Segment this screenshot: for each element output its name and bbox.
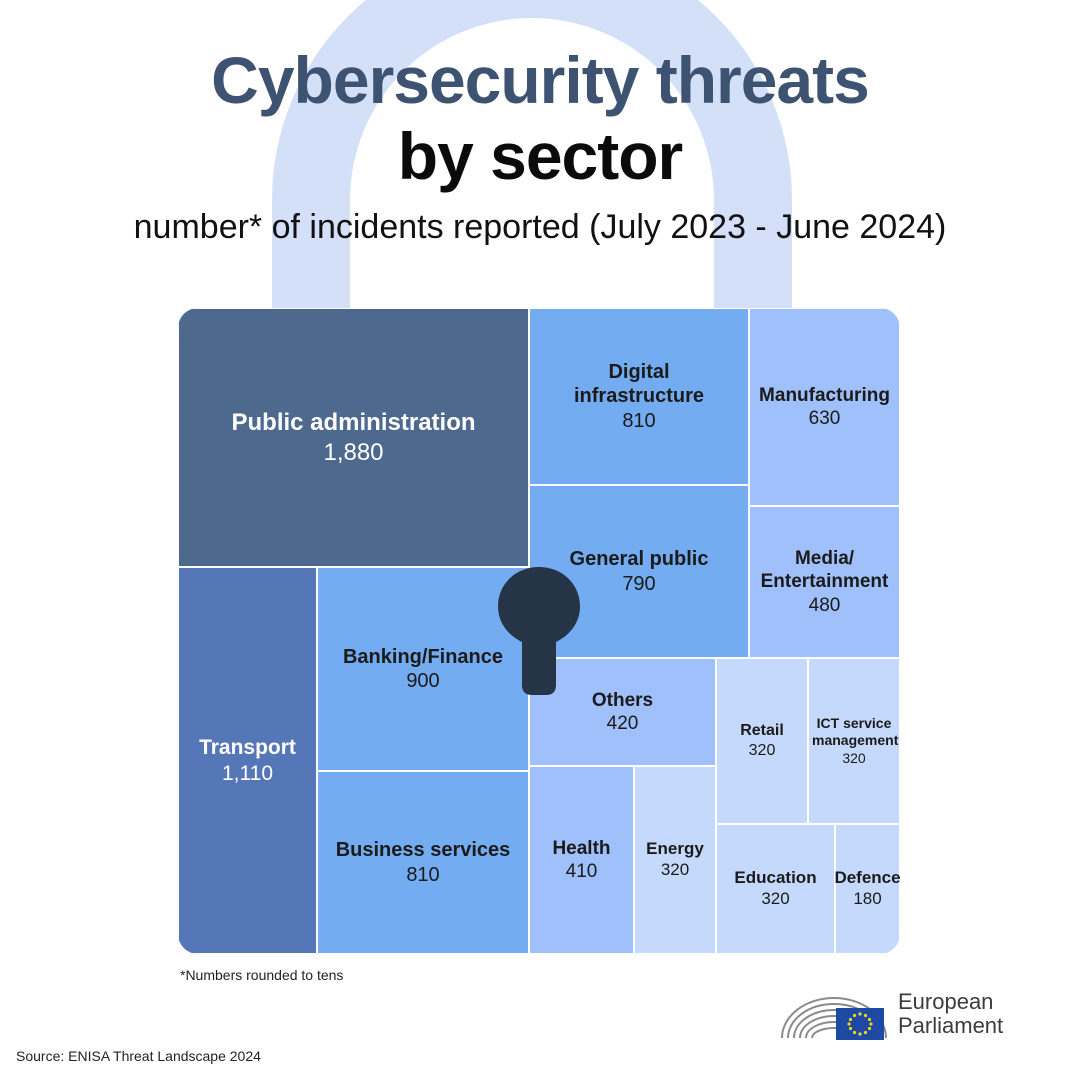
treemap-tile-public-administration: Public administration 1,880 xyxy=(178,308,529,567)
chart-title-line1: Cybersecurity threats xyxy=(211,43,870,117)
tile-value: 320 xyxy=(660,860,690,879)
tile-label: Transport xyxy=(199,735,296,759)
treemap-tile-retail: Retail 320 xyxy=(716,658,808,824)
keyhole-icon xyxy=(498,567,580,695)
tile-label: Education xyxy=(734,868,817,888)
treemap-tile-others: Others 420 xyxy=(529,658,716,766)
tile-label: Media/ Entertainment xyxy=(760,548,889,593)
tile-value: 410 xyxy=(565,861,598,882)
chart-subtitle: number* of incidents reported (July 2023… xyxy=(133,208,947,246)
tile-label: Public administration xyxy=(231,409,476,437)
treemap-tile-transport: Transport 1,110 xyxy=(178,567,317,954)
treemap-tile-banking-finance: Banking/Finance 900 xyxy=(317,567,529,771)
tile-label: Digital infrastructure xyxy=(573,360,705,408)
tile-label: Banking/Finance xyxy=(342,645,504,668)
european-parliament-logo: European Parliament xyxy=(778,978,1040,1042)
tile-value: 790 xyxy=(622,572,656,595)
tile-value: 1,880 xyxy=(323,438,384,466)
tile-label: Manufacturing xyxy=(759,384,890,406)
tile-label: Energy xyxy=(646,839,704,859)
tile-value: 480 xyxy=(808,594,841,616)
logo-text-line2: Parliament xyxy=(898,1013,1004,1039)
tile-label: General public xyxy=(569,548,709,571)
treemap-tile-energy: Energy 320 xyxy=(634,766,716,954)
treemap-tile-health: Health 410 xyxy=(529,766,634,954)
source-note: Source: ENISA Threat Landscape 2024 xyxy=(16,1048,261,1064)
treemap-tile-manufacturing: Manufacturing 630 xyxy=(749,308,900,506)
tile-value: 320 xyxy=(761,889,790,908)
tile-label: Business services xyxy=(335,839,511,862)
treemap-tile-defence: Defence 180 xyxy=(834,824,900,954)
tile-value: 810 xyxy=(406,863,440,886)
tile-value: 630 xyxy=(808,408,841,429)
tile-value: 320 xyxy=(842,749,866,766)
tile-label: Defence xyxy=(834,868,900,888)
treemap-chart: Public administration 1,880 Transport 1,110… xyxy=(178,308,900,954)
tile-value: 900 xyxy=(406,670,440,692)
treemap-tile-ict-service-management: ICT service management 320 xyxy=(808,658,900,824)
treemap-tile-digital-infrastructure: Digital infrastructure 810 xyxy=(529,308,749,485)
tile-value: 180 xyxy=(853,889,882,908)
tile-label: Retail xyxy=(740,722,784,740)
treemap-tile-education: Education 320 xyxy=(716,824,835,954)
tile-value: 810 xyxy=(622,409,656,432)
eu-flag-icon xyxy=(836,1008,884,1040)
footnote: *Numbers rounded to tens xyxy=(180,967,344,983)
tile-value: 420 xyxy=(606,713,639,734)
chart-title-line2: by sector xyxy=(397,119,683,193)
tile-label: ICT service management xyxy=(812,715,899,749)
treemap-tile-business-services: Business services 810 xyxy=(317,771,529,954)
tile-value: 320 xyxy=(748,742,776,759)
tile-value: 1,110 xyxy=(222,761,273,785)
tile-label: Others xyxy=(591,689,654,711)
treemap-tile-media-entertainment: Media/ Entertainment 480 xyxy=(749,506,900,658)
logo-text-line1: European xyxy=(898,989,994,1014)
hemicycle-icon xyxy=(781,997,887,1040)
tile-label: Health xyxy=(552,837,611,859)
